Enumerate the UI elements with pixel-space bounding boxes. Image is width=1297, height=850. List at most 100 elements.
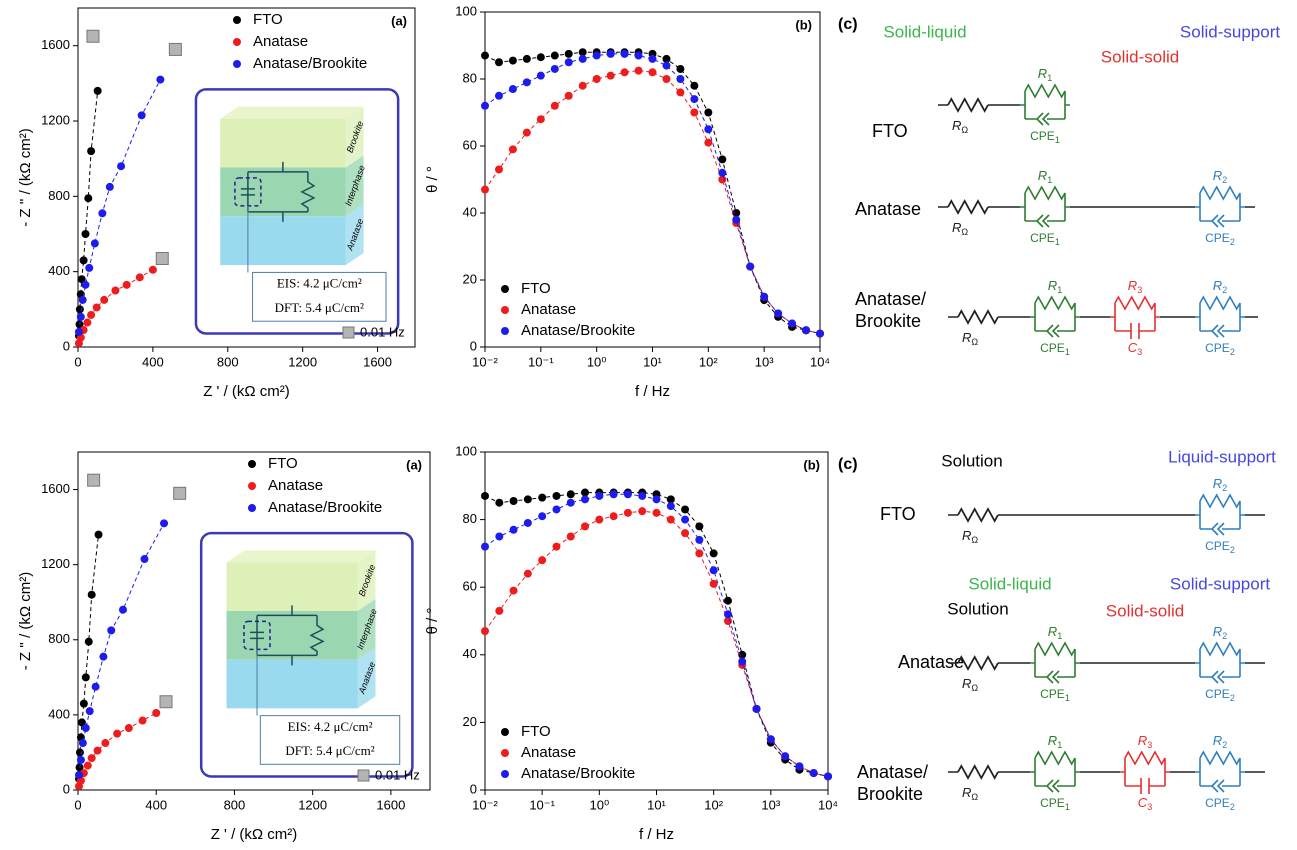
y-tick-label: 40 xyxy=(463,646,477,661)
element-symbol: R xyxy=(962,330,971,345)
fit-line xyxy=(78,534,99,779)
point xyxy=(781,752,790,761)
point xyxy=(620,68,629,77)
y-tick-label: 0 xyxy=(63,338,70,353)
point xyxy=(522,54,531,63)
point xyxy=(113,729,122,738)
resistor xyxy=(957,764,999,780)
element-label: CPE1 xyxy=(1040,687,1070,703)
legend-label: 0.01 Hz xyxy=(375,767,420,782)
element-symbol: CPE xyxy=(1205,687,1230,701)
point xyxy=(746,262,755,271)
legend-label: FTO xyxy=(521,723,551,740)
point xyxy=(508,85,517,94)
r-cpe xyxy=(1030,641,1080,684)
inset-layer xyxy=(226,562,358,611)
point xyxy=(738,657,747,666)
point xyxy=(550,101,559,110)
element-label: CPE2 xyxy=(1205,539,1235,555)
element-label: RΩ xyxy=(952,220,968,237)
point xyxy=(78,295,87,304)
resistor xyxy=(947,199,989,215)
element-label: RΩ xyxy=(962,330,978,347)
r-cpe xyxy=(1195,750,1245,793)
point xyxy=(666,502,675,511)
fit-line xyxy=(78,523,165,776)
point xyxy=(638,507,647,516)
point xyxy=(595,515,604,524)
inset-layer-side xyxy=(357,647,376,709)
point xyxy=(566,490,575,499)
inset-layer xyxy=(220,167,346,217)
point xyxy=(550,51,559,60)
point xyxy=(648,68,657,77)
point xyxy=(718,168,727,177)
element-label: CPE2 xyxy=(1205,231,1235,247)
point xyxy=(74,327,83,336)
x-tick-label: 10⁻¹ xyxy=(528,354,554,369)
point xyxy=(81,280,90,289)
element-symbol: CPE xyxy=(1040,687,1065,701)
element-label: RΩ xyxy=(962,676,978,693)
point xyxy=(107,626,116,635)
point xyxy=(536,53,545,62)
x-tick-label: 10² xyxy=(699,354,718,369)
element-subscript: 2 xyxy=(1222,631,1227,641)
inset-note: EIS: 4.2 μC/cm² xyxy=(288,719,373,734)
point xyxy=(695,549,704,558)
x-tick-label: 800 xyxy=(217,354,239,369)
point xyxy=(695,535,704,544)
element-subscript: 1 xyxy=(1065,347,1070,357)
region-header: Solid-support xyxy=(1180,22,1280,41)
point xyxy=(552,491,561,500)
point xyxy=(74,770,83,779)
point xyxy=(824,772,832,781)
point xyxy=(662,75,671,83)
element-label: R2 xyxy=(1213,733,1227,750)
y-tick-label: 60 xyxy=(463,137,477,152)
point xyxy=(718,175,727,184)
inset-note: DFT: 5.4 μC/cm² xyxy=(275,300,364,315)
x-tick-label: 0 xyxy=(74,354,81,369)
point xyxy=(523,518,532,527)
x-axis-label: f / Hz xyxy=(635,383,670,400)
inset-top xyxy=(220,106,364,119)
legend-marker xyxy=(248,504,256,512)
point xyxy=(84,637,93,646)
point xyxy=(481,101,489,110)
legend-label: 0.01 Hz xyxy=(360,324,405,339)
point xyxy=(94,530,103,539)
panel-label: (b) xyxy=(803,457,820,472)
point xyxy=(495,532,504,541)
element-subscript: 2 xyxy=(1222,175,1227,185)
point xyxy=(83,318,92,327)
element-subscript: 1 xyxy=(1065,693,1070,703)
element-label: R1 xyxy=(1038,168,1052,185)
point xyxy=(75,748,84,757)
legend-marker xyxy=(501,327,509,335)
x-axis-label: Z ' / (kΩ cm²) xyxy=(211,826,298,843)
x-tick-label: 10⁰ xyxy=(589,797,609,812)
point xyxy=(578,81,587,90)
point xyxy=(90,239,99,248)
x-tick-label: 10³ xyxy=(755,354,774,369)
element-symbol: C xyxy=(1128,340,1138,355)
inset-layer xyxy=(226,610,358,660)
legend-marker xyxy=(501,749,509,757)
point xyxy=(78,739,87,748)
element-label: CPE1 xyxy=(1030,231,1060,247)
legend-marker xyxy=(501,306,509,314)
element-subscript: Ω xyxy=(961,125,968,135)
x-tick-label: 1200 xyxy=(298,797,327,812)
y-tick-label: 20 xyxy=(463,271,477,286)
point xyxy=(552,542,561,551)
inset-layer-side xyxy=(345,204,364,266)
element-subscript: Ω xyxy=(971,535,978,545)
point xyxy=(494,165,503,174)
x-tick-label: 1600 xyxy=(376,797,405,812)
point xyxy=(581,522,590,531)
y-tick-label: 100 xyxy=(455,3,477,18)
point xyxy=(760,292,769,301)
row-label: Anatase/ xyxy=(857,762,928,782)
inset-note: DFT: 5.4 μC/cm² xyxy=(285,743,374,758)
